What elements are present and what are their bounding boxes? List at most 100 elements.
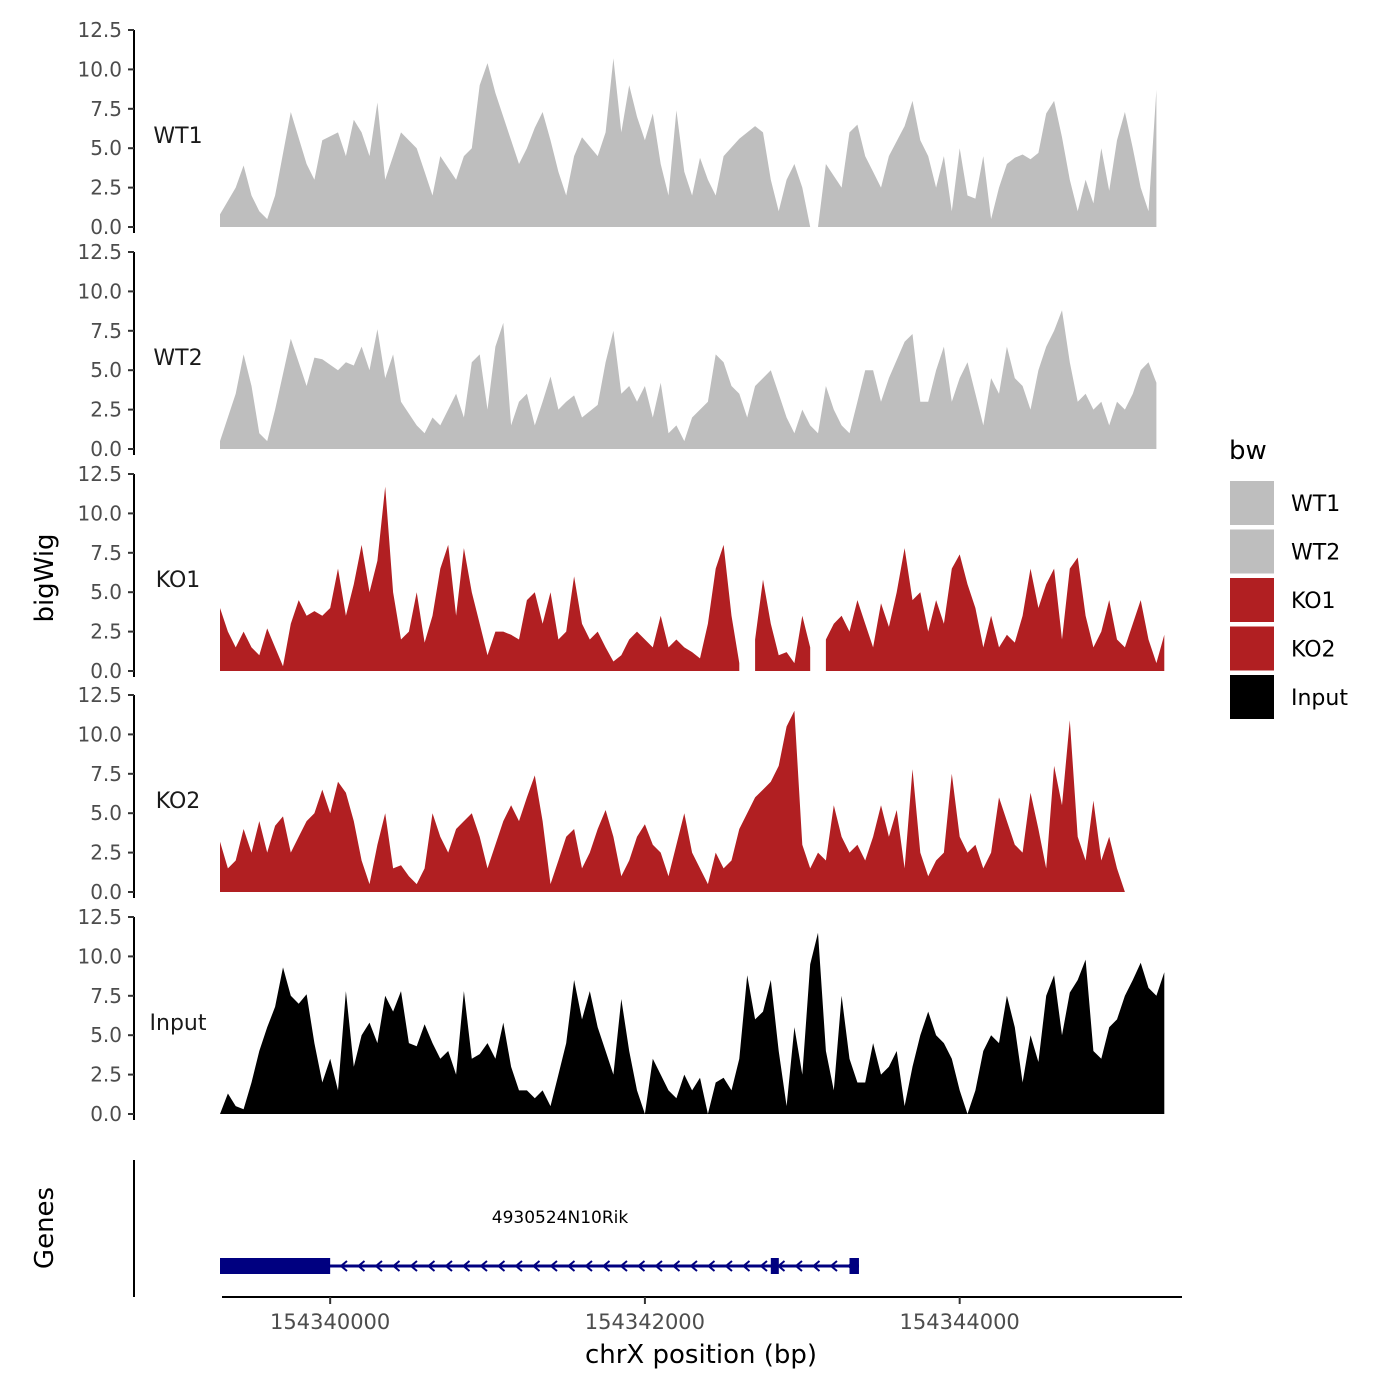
strand-arrow	[759, 1260, 768, 1272]
track-label: KO2	[156, 789, 201, 814]
legend-label: Input	[1291, 686, 1348, 711]
strand-arrow	[584, 1260, 593, 1272]
track-input: 0.0 2.5 5.0 7.5 10.0 12.5 Input	[77, 905, 1165, 1126]
y-tick-label: 10.0	[77, 944, 122, 968]
y-tick-label: 0.0	[90, 215, 122, 239]
gene-exon	[770, 1258, 779, 1274]
x-tick-label: 154342000	[585, 1310, 705, 1334]
y-axis-title: bigWig	[30, 533, 60, 622]
y-tick-label: 10.0	[77, 501, 122, 525]
y-tick-label: 10.0	[77, 722, 122, 746]
strand-arrow	[636, 1260, 646, 1272]
coverage-area	[220, 932, 1165, 1114]
y-tick-label: 7.5	[90, 762, 122, 786]
legend: bw WT1 WT2 KO1 KO2 Input	[1229, 436, 1348, 719]
y-tick-label: 10.0	[77, 279, 122, 303]
strand-arrow	[829, 1260, 838, 1272]
y-tick-label: 0.0	[90, 1102, 122, 1126]
strand-arrow	[339, 1260, 348, 1272]
strand-arrow	[566, 1260, 576, 1272]
coverage-tracks: 0.0 2.5 5.0 7.5 10.0 12.5 WT1 0.0 2.5 5.0 7.5 10.0 1…	[77, 18, 1165, 1126]
coverage-area	[220, 310, 1157, 449]
x-axis-title: chrX position (bp)	[585, 1340, 817, 1370]
strand-arrow	[706, 1260, 716, 1272]
genes-track: 4930524N10Rik	[133, 1160, 859, 1297]
legend-key	[1230, 578, 1274, 622]
legend-key	[1230, 529, 1274, 574]
genes-track-title: Genes	[30, 1187, 60, 1269]
strand-arrow	[811, 1260, 821, 1272]
y-tick-label: 7.5	[90, 319, 122, 343]
strand-arrow	[426, 1260, 436, 1272]
y-tick-label: 2.5	[90, 398, 122, 422]
legend-key	[1230, 675, 1274, 719]
y-tick-label: 2.5	[90, 841, 122, 865]
legend-label: KO1	[1291, 589, 1336, 614]
strand-arrow	[724, 1260, 733, 1272]
legend-title: bw	[1229, 436, 1267, 466]
strand-arrow	[356, 1260, 366, 1272]
y-tick-label: 2.5	[90, 620, 122, 644]
strand-arrow	[549, 1260, 558, 1272]
legend-label: WT1	[1291, 492, 1340, 517]
strand-arrow	[741, 1260, 751, 1272]
y-tick-label: 12.5	[77, 18, 122, 42]
y-tick-label: 2.5	[90, 1063, 122, 1087]
legend-key	[1230, 626, 1274, 671]
legend-label: KO2	[1291, 638, 1336, 663]
y-tick-label: 5.0	[90, 580, 122, 604]
legend-label: WT2	[1291, 541, 1340, 566]
track-wt2: 0.0 2.5 5.0 7.5 10.0 12.5 WT2	[77, 240, 1157, 461]
y-tick-label: 0.0	[90, 437, 122, 461]
strand-arrow	[496, 1260, 506, 1272]
coverage-area	[755, 579, 811, 671]
y-tick-label: 12.5	[77, 240, 122, 264]
x-axis: 154340000 154342000 154344000	[222, 1296, 1182, 1334]
y-tick-label: 12.5	[77, 683, 122, 707]
y-tick-label: 10.0	[77, 57, 122, 81]
y-tick-label: 7.5	[90, 97, 122, 121]
track-label: WT2	[153, 346, 202, 371]
y-tick-label: 0.0	[90, 880, 122, 904]
y-tick-label: 2.5	[90, 176, 122, 200]
strand-arrow	[391, 1260, 401, 1272]
y-tick-label: 5.0	[90, 801, 122, 825]
track-label: KO1	[156, 568, 201, 593]
y-tick-label: 12.5	[77, 905, 122, 929]
y-tick-label: 7.5	[90, 541, 122, 565]
strand-arrow	[601, 1260, 611, 1272]
gene-exon	[220, 1258, 331, 1274]
track-ko2: 0.0 2.5 5.0 7.5 10.0 12.5 KO2	[77, 683, 1125, 904]
x-tick-label: 154344000	[900, 1310, 1020, 1334]
strand-arrow	[444, 1260, 453, 1272]
y-tick-label: 0.0	[90, 659, 122, 683]
strand-arrow	[689, 1260, 698, 1272]
track-label: WT1	[153, 124, 202, 149]
strand-arrow	[374, 1260, 383, 1272]
strand-arrow	[619, 1260, 628, 1272]
x-tick-label: 154340000	[270, 1310, 390, 1334]
strand-arrow	[794, 1260, 803, 1272]
y-tick-label: 12.5	[77, 462, 122, 486]
gene-name-label: 4930524N10Rik	[492, 1208, 629, 1228]
coverage-area	[220, 58, 1157, 228]
coverage-area	[825, 548, 1165, 671]
strand-arrow	[531, 1260, 541, 1272]
y-tick-label: 7.5	[90, 984, 122, 1008]
coverage-area	[220, 710, 1125, 892]
track-label: Input	[150, 1011, 207, 1036]
track-wt1: 0.0 2.5 5.0 7.5 10.0 12.5 WT1	[77, 18, 1157, 239]
strand-arrow	[479, 1260, 488, 1272]
strand-arrow	[409, 1260, 418, 1272]
gene-exon	[849, 1258, 859, 1274]
strand-arrow	[654, 1260, 663, 1272]
y-tick-label: 5.0	[90, 358, 122, 382]
strand-arrow	[461, 1260, 471, 1272]
y-tick-label: 5.0	[90, 136, 122, 160]
y-tick-label: 5.0	[90, 1023, 122, 1047]
coverage-area	[220, 486, 740, 671]
strand-arrow	[514, 1260, 523, 1272]
legend-key	[1230, 481, 1274, 525]
track-ko1: 0.0 2.5 5.0 7.5 10.0 12.5 KO1	[77, 462, 1165, 683]
